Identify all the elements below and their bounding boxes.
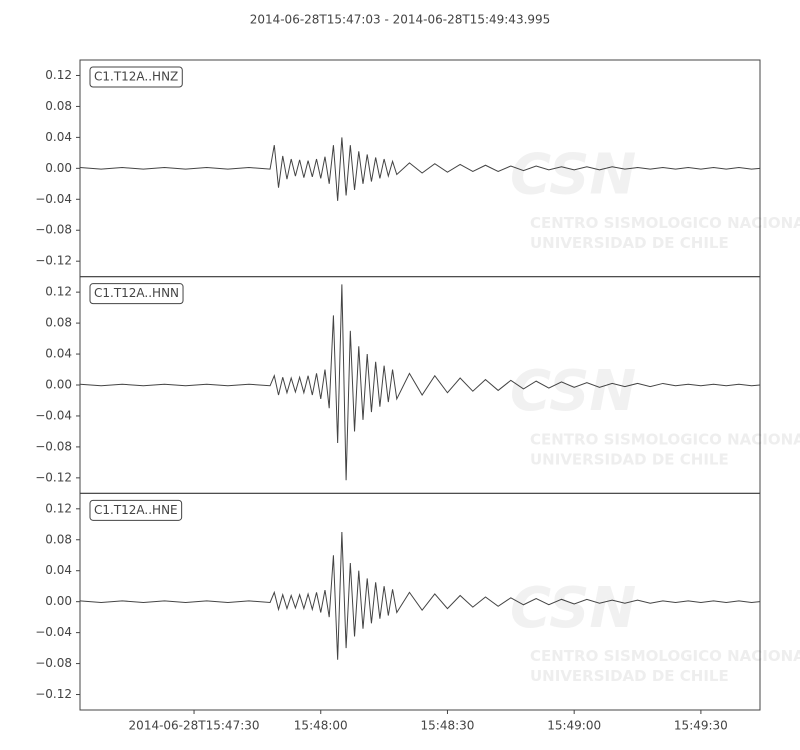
trace-label-box — [89, 499, 183, 521]
trace-label: C1.T12A..HNN — [94, 286, 179, 300]
watermark-logo: CSN — [510, 576, 636, 641]
y-tick-label: −0.12 — [35, 254, 72, 268]
chart-title: 2014-06-28T15:47:03 - 2014-06-28T15:49:4… — [250, 13, 551, 27]
watermark-text: UNIVERSIDAD DE CHILE — [530, 234, 729, 252]
y-tick-label: 0.04 — [45, 563, 72, 577]
waveform — [79, 532, 761, 660]
y-tick-label: 0.04 — [45, 347, 72, 361]
y-tick-label: −0.04 — [35, 625, 72, 639]
watermark-text: UNIVERSIDAD DE CHILE — [530, 667, 729, 685]
y-tick-label: 0.12 — [45, 501, 72, 515]
y-tick-label: −0.08 — [35, 223, 72, 237]
y-tick-label: 0.12 — [45, 68, 72, 82]
x-tick-label: 15:49:30 — [674, 719, 728, 733]
y-tick-label: −0.04 — [35, 192, 72, 206]
waveform — [79, 137, 761, 201]
y-tick-label: 0.08 — [45, 99, 72, 113]
trace-label: C1.T12A..HNE — [94, 503, 178, 517]
watermark-logo: CSN — [510, 142, 636, 207]
y-tick-label: −0.08 — [35, 656, 72, 670]
y-tick-label: 0.00 — [45, 161, 72, 175]
watermark-text: UNIVERSIDAD DE CHILE — [530, 451, 729, 469]
watermark-text: CENTRO SISMOLOGICO NACIONAL — [530, 431, 800, 449]
panel-frame — [79, 492, 761, 711]
y-tick-label: −0.12 — [35, 470, 72, 484]
y-tick-label: −0.04 — [35, 408, 72, 422]
waveform — [79, 284, 761, 481]
y-tick-label: 0.00 — [45, 594, 72, 608]
y-tick-label: 0.08 — [45, 316, 72, 330]
x-tick-label: 15:48:00 — [294, 719, 348, 733]
x-tick-label: 15:49:00 — [547, 719, 601, 733]
watermark-text: CENTRO SISMOLOGICO NACIONAL — [530, 647, 800, 665]
trace-label: C1.T12A..HNZ — [94, 70, 178, 84]
y-tick-label: −0.12 — [35, 687, 72, 701]
y-tick-label: 0.04 — [45, 130, 72, 144]
y-tick-label: 0.12 — [45, 285, 72, 299]
watermark-logo: CSN — [510, 359, 636, 424]
y-tick-label: 0.00 — [45, 378, 72, 392]
watermark-text: CENTRO SISMOLOGICO NACIONAL — [530, 214, 800, 232]
x-tick-label: 15:48:30 — [421, 719, 475, 733]
x-tick-label: 2014-06-28T15:47:30 — [129, 719, 260, 733]
trace-label-box — [89, 283, 184, 305]
y-tick-label: 0.08 — [45, 532, 72, 546]
trace-label-box — [89, 66, 183, 88]
y-tick-label: −0.08 — [35, 439, 72, 453]
